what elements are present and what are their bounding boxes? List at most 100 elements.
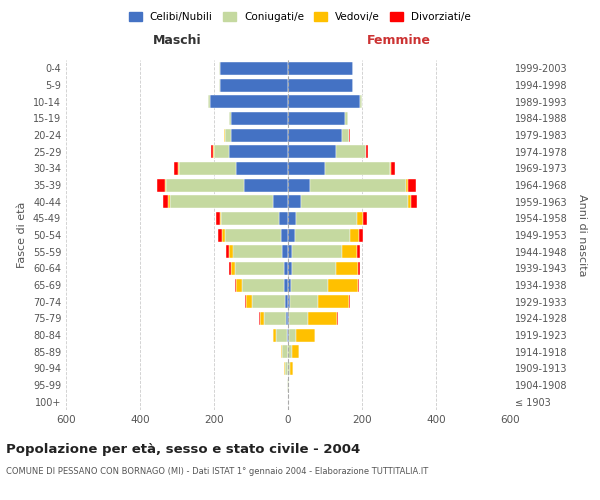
- Bar: [310, 178, 406, 192]
- Bar: [288, 295, 290, 308]
- Bar: [213, 145, 214, 158]
- Bar: [343, 245, 357, 258]
- Bar: [259, 312, 260, 325]
- Text: Femmine: Femmine: [367, 34, 431, 46]
- Bar: [408, 195, 411, 208]
- Bar: [296, 328, 314, 342]
- Bar: [406, 178, 408, 192]
- Bar: [236, 162, 288, 175]
- Bar: [166, 178, 244, 192]
- Bar: [336, 145, 366, 158]
- Text: Popolazione per età, sesso e stato civile - 2004: Popolazione per età, sesso e stato civil…: [6, 442, 360, 456]
- Bar: [230, 128, 288, 141]
- Bar: [283, 345, 288, 358]
- Bar: [245, 295, 246, 308]
- Y-axis label: Anni di nascita: Anni di nascita: [577, 194, 587, 276]
- Bar: [163, 195, 169, 208]
- Bar: [157, 178, 165, 192]
- Bar: [229, 145, 288, 158]
- Bar: [235, 278, 236, 291]
- Text: COMUNE DI PESSANO CON BORNAGO (MI) - Dati ISTAT 1° gennaio 2004 - Elaborazione T: COMUNE DI PESSANO CON BORNAGO (MI) - Dat…: [6, 468, 428, 476]
- Bar: [290, 295, 317, 308]
- Bar: [242, 278, 284, 291]
- Bar: [170, 195, 273, 208]
- Bar: [288, 262, 292, 275]
- Bar: [288, 195, 301, 208]
- Bar: [289, 312, 308, 325]
- Bar: [273, 328, 276, 342]
- Bar: [367, 145, 368, 158]
- Bar: [220, 78, 288, 92]
- Bar: [360, 95, 362, 108]
- Legend: Celibi/Nubili, Coniugati/e, Vedovi/e, Divorziati/e: Celibi/Nubili, Coniugati/e, Vedovi/e, Di…: [125, 8, 475, 26]
- Bar: [260, 312, 264, 325]
- Bar: [292, 262, 336, 275]
- Bar: [308, 312, 337, 325]
- Bar: [179, 162, 236, 175]
- Bar: [408, 178, 416, 192]
- Bar: [359, 228, 363, 241]
- Bar: [290, 362, 293, 375]
- Y-axis label: Fasce di età: Fasce di età: [17, 202, 27, 268]
- Bar: [178, 162, 179, 175]
- Bar: [288, 128, 341, 141]
- Bar: [363, 212, 367, 225]
- Bar: [226, 245, 229, 258]
- Bar: [288, 145, 336, 158]
- Bar: [341, 128, 349, 141]
- Bar: [288, 345, 292, 358]
- Bar: [210, 95, 288, 108]
- Bar: [220, 62, 288, 75]
- Bar: [236, 278, 242, 291]
- Bar: [165, 178, 166, 192]
- Bar: [173, 162, 178, 175]
- Bar: [283, 245, 288, 258]
- Bar: [285, 362, 288, 375]
- Bar: [284, 278, 288, 291]
- Bar: [232, 245, 283, 258]
- Bar: [284, 262, 288, 275]
- Bar: [301, 195, 408, 208]
- Bar: [288, 212, 296, 225]
- Bar: [350, 228, 359, 241]
- Bar: [357, 245, 360, 258]
- Bar: [246, 295, 252, 308]
- Bar: [287, 328, 288, 342]
- Bar: [288, 62, 353, 75]
- Bar: [288, 228, 295, 241]
- Bar: [219, 62, 220, 75]
- Bar: [231, 262, 235, 275]
- Bar: [346, 112, 349, 125]
- Bar: [291, 278, 328, 291]
- Bar: [295, 228, 350, 241]
- Bar: [328, 278, 358, 291]
- Bar: [366, 145, 367, 158]
- Bar: [211, 145, 213, 158]
- Bar: [349, 128, 350, 141]
- Bar: [336, 262, 358, 275]
- Bar: [358, 262, 360, 275]
- Bar: [288, 378, 289, 392]
- Bar: [208, 95, 210, 108]
- Bar: [292, 345, 299, 358]
- Bar: [264, 312, 286, 325]
- Bar: [288, 328, 289, 342]
- Bar: [229, 112, 230, 125]
- Bar: [284, 362, 285, 375]
- Bar: [219, 78, 220, 92]
- Bar: [244, 178, 288, 192]
- Bar: [229, 262, 231, 275]
- Bar: [317, 295, 349, 308]
- Bar: [285, 295, 288, 308]
- Bar: [224, 128, 225, 141]
- Bar: [252, 295, 285, 308]
- Bar: [288, 245, 292, 258]
- Bar: [222, 228, 225, 241]
- Bar: [281, 228, 288, 241]
- Bar: [357, 212, 363, 225]
- Bar: [288, 312, 289, 325]
- Bar: [358, 278, 359, 291]
- Bar: [292, 245, 343, 258]
- Bar: [288, 278, 291, 291]
- Bar: [411, 195, 417, 208]
